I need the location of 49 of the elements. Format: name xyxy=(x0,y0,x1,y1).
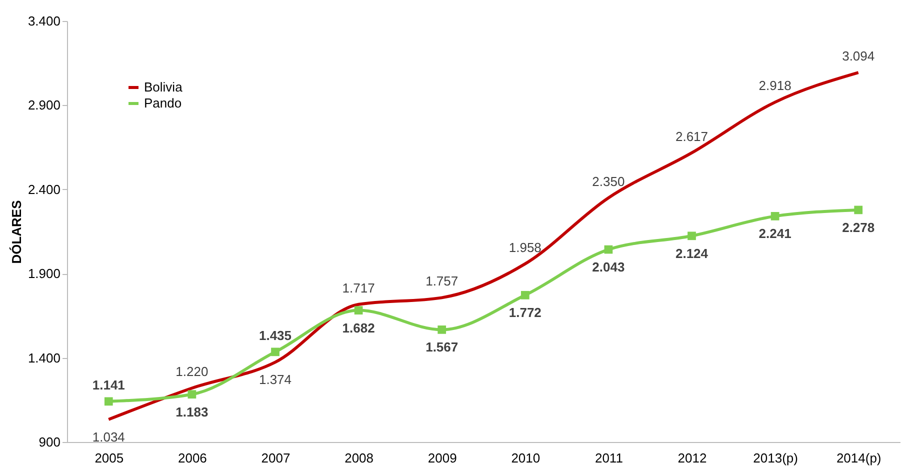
point xyxy=(104,397,113,406)
x-tick-label: 2011 xyxy=(594,450,623,466)
data-label: 1.772 xyxy=(508,305,542,320)
data-label: 1.435 xyxy=(258,328,292,343)
data-label: 2.350 xyxy=(592,174,625,189)
data-label: 2.124 xyxy=(675,246,709,261)
y-tick-label: 900 xyxy=(38,434,60,450)
point xyxy=(188,390,196,399)
x-tick-label: 2013(p) xyxy=(753,450,798,466)
data-label: 2.241 xyxy=(758,226,792,242)
data-label: 1.220 xyxy=(176,364,208,380)
point xyxy=(854,206,863,214)
data-label: 1.717 xyxy=(342,280,375,296)
legend-label: Bolivia xyxy=(144,80,184,94)
y-tick-label: 2.400 xyxy=(28,182,60,197)
data-label: 1.567 xyxy=(426,340,458,355)
y-tick-label: 1.900 xyxy=(28,266,60,282)
data-label: 1.183 xyxy=(176,404,208,420)
data-label: 1.682 xyxy=(342,320,375,336)
x-tick-label: 2006 xyxy=(178,450,207,466)
point xyxy=(604,245,613,254)
y-tick-label: 1.400 xyxy=(28,350,60,366)
data-label: 1.958 xyxy=(508,240,542,255)
point xyxy=(354,306,363,314)
point xyxy=(688,232,696,240)
data-label: 2.278 xyxy=(842,220,875,235)
data-label: 1.374 xyxy=(258,372,292,388)
y-tick-label: 3.400 xyxy=(28,14,60,28)
x-tick-label: 2008 xyxy=(344,450,374,466)
data-label: 2.918 xyxy=(758,78,792,94)
x-tick-label: 2007 xyxy=(261,450,290,466)
point xyxy=(770,212,780,220)
x-tick-label: 2009 xyxy=(428,450,457,466)
x-tick-label: 2010 xyxy=(511,450,540,466)
point xyxy=(438,325,446,334)
x-tick-label: 2012 xyxy=(678,450,707,466)
legend-label: Pando xyxy=(144,96,182,110)
point xyxy=(520,290,530,300)
data-label: 2.043 xyxy=(592,260,625,275)
data-label: 3.094 xyxy=(842,48,875,64)
data-label: 1.034 xyxy=(92,429,125,444)
point xyxy=(271,348,280,356)
y-tick-label: 2.900 xyxy=(28,98,60,113)
x-tick-label: 2014(p) xyxy=(836,450,882,466)
data-label: 1.757 xyxy=(426,274,458,289)
data-label: 1.141 xyxy=(92,377,125,392)
data-label: 2.617 xyxy=(675,128,708,144)
y-axis-title: DÓLARES xyxy=(8,200,24,264)
x-tick-label: 2005 xyxy=(94,450,124,466)
